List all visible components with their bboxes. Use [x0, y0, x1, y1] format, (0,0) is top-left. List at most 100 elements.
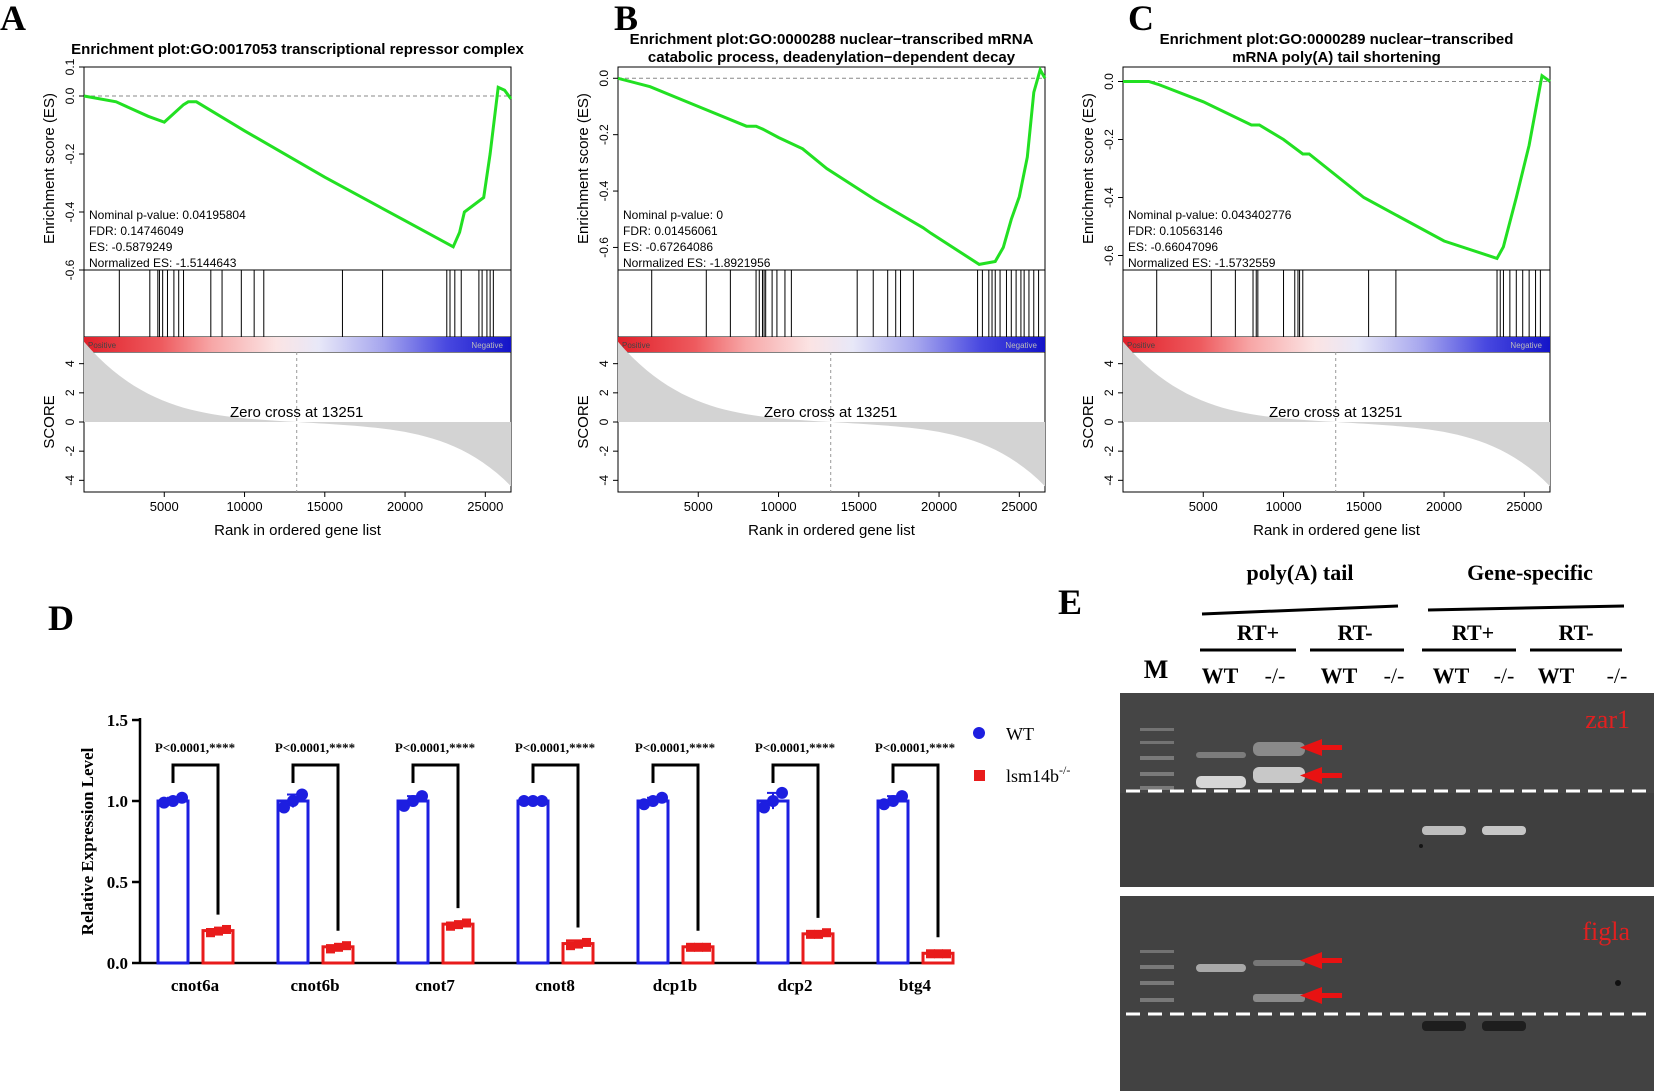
stat-text: Nominal p-value: 0.043402776 — [1128, 208, 1292, 222]
x-tick-label: 10000 — [1265, 499, 1301, 514]
zero-cross-label: Zero cross at 13251 — [230, 404, 363, 421]
score-area — [618, 341, 1045, 487]
score-y-tick-label: -4 — [1102, 475, 1116, 486]
legend-label-wt: WT — [1006, 724, 1034, 744]
gel-bracket-polya — [1201, 604, 1399, 616]
gel-gene-label-figla: figla — [1582, 917, 1630, 946]
gel-bracket-gene — [1427, 604, 1625, 612]
ranking-color-bar — [1123, 337, 1550, 352]
legend-label-ko-sup: -/- — [1059, 763, 1070, 777]
x-tick-label: dcp2 — [778, 976, 813, 995]
band — [1482, 826, 1526, 835]
data-point-wt — [518, 795, 530, 807]
panel-label-b: B — [614, 0, 638, 38]
x-tick-label: 15000 — [841, 499, 877, 514]
marker-ladder — [1140, 728, 1174, 790]
data-point-ko — [702, 942, 711, 952]
panel-label-c: C — [1128, 0, 1154, 38]
gel-lane-ko-3: -/- — [1494, 663, 1515, 688]
band — [1196, 964, 1246, 972]
x-tick-label: 20000 — [387, 499, 423, 514]
gel-image-zar1: zar1 — [1120, 693, 1654, 887]
gsea-plot-a: Enrichment plot:GO:0017053 transcription… — [41, 41, 524, 539]
score-y-tick-label: 2 — [63, 389, 77, 396]
x-tick-label: 5000 — [150, 499, 179, 514]
score-area — [84, 341, 511, 487]
score-area — [1123, 341, 1550, 487]
zero-cross-label: Zero cross at 13251 — [764, 404, 897, 421]
stat-text: ES: -0.66047096 — [1128, 240, 1218, 254]
score-y-tick-label: 4 — [63, 360, 77, 367]
x-tick-label: 5000 — [1189, 499, 1218, 514]
score-y-tick-label: 2 — [597, 389, 611, 396]
plot-title: Enrichment plot:GO:0000289 nuclear−trans… — [1160, 31, 1514, 48]
x-tick-label: dcp1b — [653, 976, 697, 995]
stat-text: ES: -0.5879249 — [89, 240, 173, 254]
es-y-axis-label: Enrichment score (ES) — [41, 93, 58, 244]
panel-label-e: E — [1058, 582, 1082, 622]
stat-text: Nominal p-value: 0 — [623, 208, 723, 222]
data-point-ko — [214, 926, 223, 936]
x-tick-label: cnot6a — [171, 976, 220, 995]
legend-marker-wt — [973, 727, 985, 739]
band — [1253, 960, 1305, 966]
band — [1253, 994, 1305, 1002]
pos-label: Positive — [622, 341, 651, 350]
data-point-wt — [416, 790, 428, 803]
pos-label: Positive — [88, 341, 117, 350]
panel-label-d: D — [48, 598, 74, 638]
plot-title: Enrichment plot:GO:0000288 nuclear−trans… — [630, 31, 1034, 48]
x-tick-label: cnot6b — [290, 976, 339, 995]
score-y-axis-label: SCORE — [41, 395, 58, 448]
bar-wt — [756, 799, 790, 965]
es-y-tick-label: -0.4 — [63, 201, 77, 222]
score-y-tick-label: -4 — [597, 475, 611, 486]
data-point-wt — [167, 795, 179, 807]
y-tick-label: 1.0 — [107, 792, 128, 811]
data-point-wt — [158, 796, 170, 809]
data-point-wt — [767, 795, 779, 807]
significance-bracket — [651, 763, 700, 931]
stat-text: Normalized ES: -1.5732559 — [1128, 256, 1276, 270]
significance-bracket — [291, 763, 340, 931]
data-point-wt — [536, 795, 548, 807]
data-point-wt — [896, 790, 908, 803]
plot-title: Enrichment plot:GO:0017053 transcription… — [71, 41, 524, 58]
data-point-wt — [638, 798, 650, 811]
data-point-ko — [926, 949, 935, 959]
bar-wt — [516, 799, 550, 965]
gel-lane-wt-2: WT — [1321, 663, 1358, 688]
x-tick-label: 10000 — [226, 499, 262, 514]
plot-title: catabolic process, deadenylation−depende… — [648, 49, 1016, 66]
data-point-ko — [454, 920, 463, 930]
es-curve — [83, 85, 513, 249]
score-y-tick-label: 2 — [1102, 389, 1116, 396]
data-point-wt — [527, 795, 539, 807]
data-point-wt — [776, 786, 788, 799]
stat-text: FDR: 0.14746049 — [89, 224, 184, 238]
band — [1253, 767, 1305, 783]
arrow-icon — [1300, 739, 1342, 756]
significance-bracket — [531, 763, 580, 928]
x-tick-label: 20000 — [921, 499, 957, 514]
data-point-wt — [758, 801, 770, 814]
significance-bracket — [771, 763, 820, 918]
data-point-ko — [806, 929, 815, 939]
gel-gene-label-zar1: zar1 — [1585, 705, 1630, 734]
es-y-tick-label: 0.0 — [63, 87, 77, 104]
x-tick-label: btg4 — [899, 976, 932, 995]
stat-text: Normalized ES: -1.5144643 — [89, 256, 237, 270]
x-tick-label: 5000 — [684, 499, 713, 514]
bar-wt — [156, 799, 190, 965]
data-point-ko — [446, 921, 455, 931]
gel-lane-ko-2: -/- — [1384, 663, 1405, 688]
data-point-ko — [574, 939, 583, 949]
ranking-color-bar — [618, 337, 1045, 352]
legend-label-ko: lsm14b-/- — [1006, 763, 1070, 786]
y-tick-label: 0.0 — [107, 954, 128, 973]
gel-lane-ko-1: -/- — [1265, 663, 1286, 688]
data-point-wt — [656, 791, 668, 804]
data-point-ko — [694, 942, 703, 952]
plot-title: mRNA poly(A) tail shortening — [1232, 49, 1441, 66]
